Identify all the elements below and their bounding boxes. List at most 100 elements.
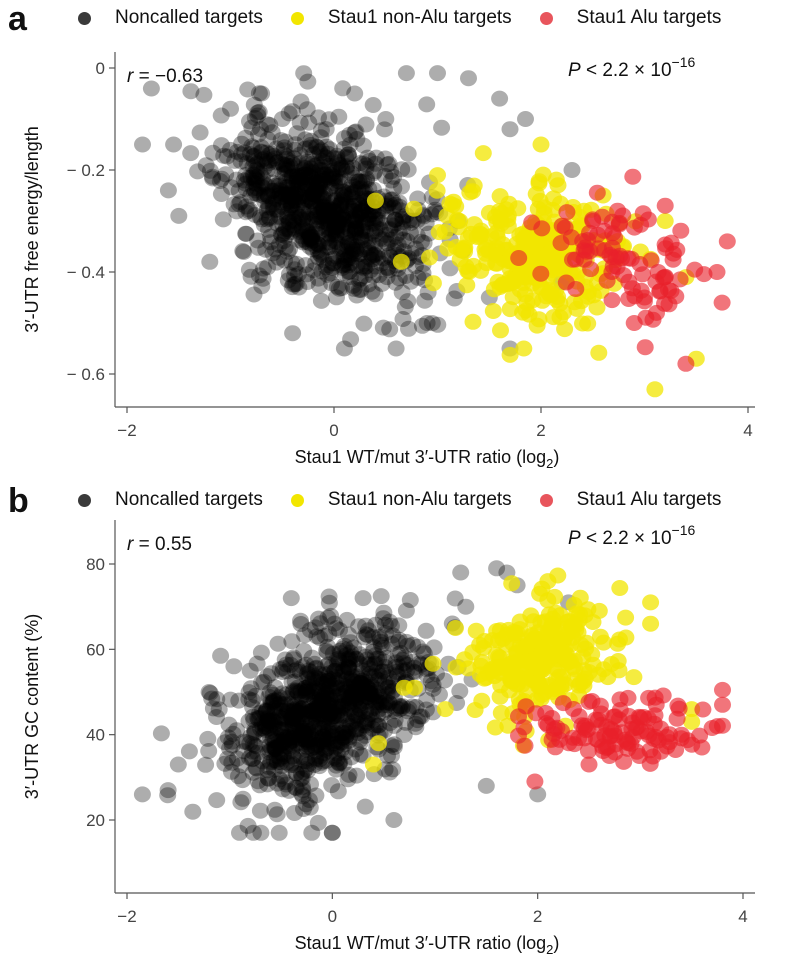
data-point [439,240,457,257]
data-point [288,702,306,719]
data-point [258,713,276,730]
data-point [714,681,731,698]
data-point [307,750,325,767]
data-point [360,180,378,197]
data-point [320,673,338,690]
data-point [311,176,328,192]
data-point [208,691,226,708]
data-point [351,246,369,262]
legend-item-non-alu: Stau1 non-Alu targets [290,7,512,29]
data-point [456,651,474,668]
data-point [267,191,285,207]
data-point [195,86,213,103]
data-point [344,212,362,229]
data-point [296,140,314,157]
data-point [414,643,432,660]
data-point [399,161,417,178]
data-point [335,693,353,710]
data-point [340,733,358,749]
data-point [334,696,352,713]
data-point [301,238,319,255]
data-point [347,721,365,738]
data-point [341,651,359,668]
data-point [504,289,522,306]
data-point [321,209,339,225]
data-point [267,741,285,758]
data-point [646,381,664,398]
legend: Noncalled targets Stau1 non-Alu targets … [78,6,749,30]
data-point [361,152,378,169]
x-tick-label: 0 [329,421,338,440]
data-point [370,672,388,689]
data-point [320,203,338,220]
data-point [282,198,300,214]
data-point [203,690,221,707]
data-point [322,607,340,624]
data-point [318,686,336,703]
data-point [348,708,366,725]
data-point [278,179,296,195]
data-point [316,210,334,227]
data-point [359,211,377,228]
data-point [350,721,368,737]
data-point [358,656,376,673]
data-point [258,116,276,133]
data-point [332,198,350,215]
data-point [335,736,353,753]
data-point [347,741,365,758]
data-point [303,228,321,245]
data-point [299,192,317,209]
data-point [237,204,255,221]
data-point [379,235,397,252]
data-point [611,580,629,596]
data-point [320,696,338,713]
data-point [346,675,363,692]
data-point [334,183,352,200]
data-point [275,733,293,750]
data-point [324,722,342,739]
data-point [376,168,394,184]
data-point [625,315,643,331]
data-point [306,183,324,200]
data-point [374,610,392,627]
data-point [269,184,287,201]
data-point [269,153,287,170]
data-point [402,214,420,231]
data-point [292,93,310,110]
data-point [406,679,423,696]
data-point [321,201,339,218]
data-point [270,177,288,194]
data-point [357,703,375,720]
data-point [343,648,361,665]
data-point [323,718,341,735]
data-point [300,189,317,206]
data-point [281,708,299,724]
data-point [532,690,550,707]
legend-item-alu: Stau1 Alu targets [539,489,721,511]
data-point [318,691,336,708]
data-point [249,232,267,249]
data-point [287,255,305,272]
data-point [276,165,294,182]
data-point [309,694,327,710]
data-point [221,740,238,757]
data-point [293,167,311,184]
data-point [307,254,325,271]
data-point [590,344,608,361]
data-point [300,204,318,221]
data-point [282,224,299,241]
data-point [451,683,469,700]
data-point [336,722,354,739]
data-point [364,268,382,284]
data-point [619,689,637,706]
data-point [342,671,360,687]
data-point [268,806,286,823]
data-point [708,718,726,735]
data-point [295,710,313,727]
data-point [270,708,288,725]
data-point [337,647,355,664]
data-point [368,650,386,667]
data-point [380,669,398,686]
data-point [272,710,290,727]
data-point [337,162,355,179]
